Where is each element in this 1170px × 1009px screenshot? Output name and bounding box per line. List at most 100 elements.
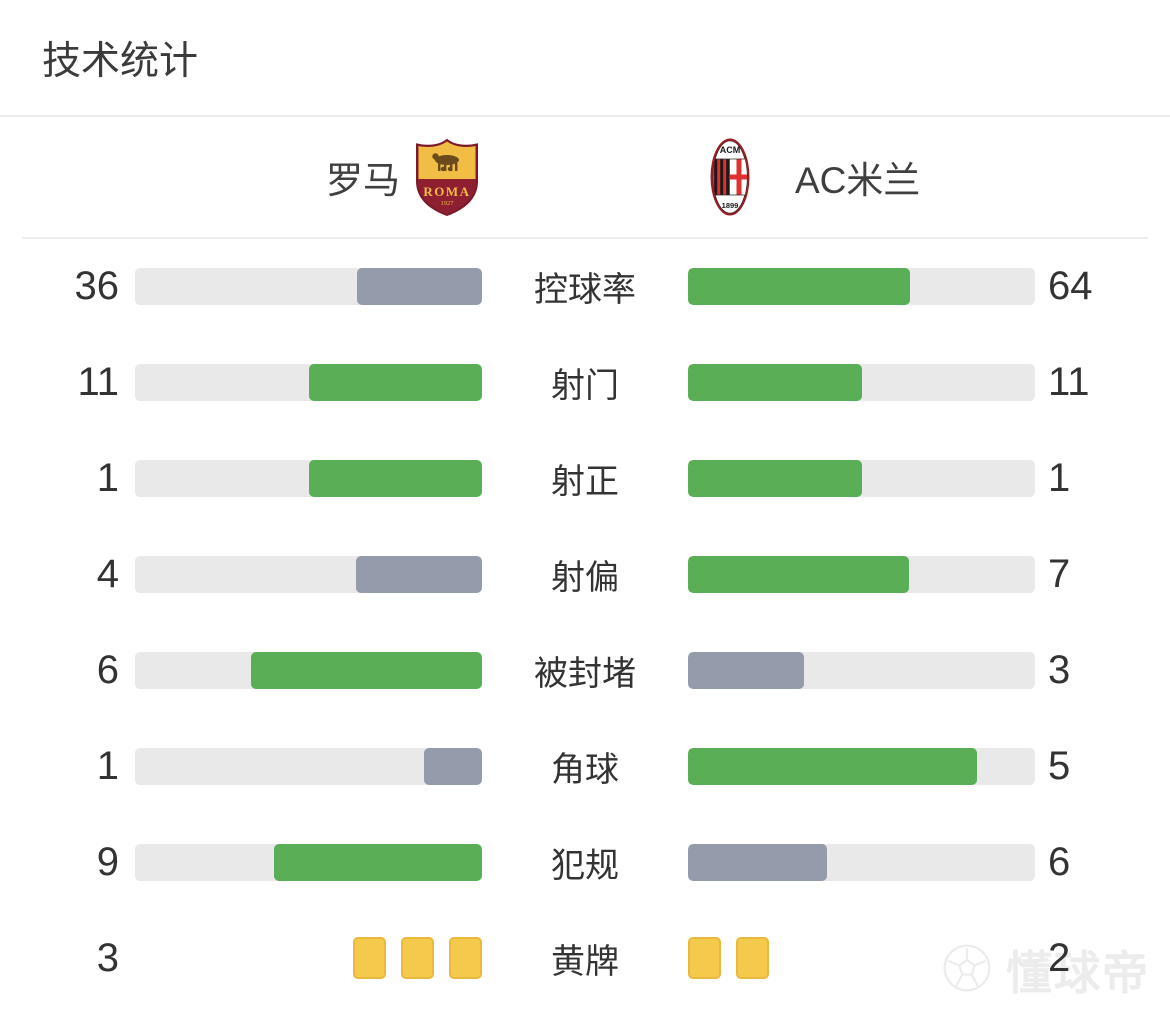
away-fill xyxy=(688,363,862,401)
away-bar xyxy=(688,363,1035,401)
home-track xyxy=(135,459,482,497)
home-track xyxy=(135,843,482,881)
away-value: 64 xyxy=(1048,263,1093,308)
stats-rows: 36 控球率 64 11 射门 11 1 射正 1 4 射偏 7 6 被封堵 3 1 角球 5 9 犯规 6 3 黄牌 2 xyxy=(0,238,1170,1006)
stat-label: 角球 xyxy=(551,750,619,789)
stat-label: 犯规 xyxy=(551,846,619,885)
away-value: 3 xyxy=(1048,647,1071,692)
home-value: 9 xyxy=(96,839,119,884)
teams-header: 罗马 ROMA 1927 xyxy=(0,116,1170,238)
stat-label: 射偏 xyxy=(551,558,619,597)
stat-row-corners: 1 角球 5 xyxy=(0,718,1170,814)
ac-milan-crest-icon: ACM 1899 xyxy=(710,138,750,216)
away-track xyxy=(688,747,1035,785)
stat-row-shots-on-target: 1 射正 1 xyxy=(0,430,1170,526)
team-home: 罗马 ROMA 1927 xyxy=(326,116,480,238)
home-fill xyxy=(424,747,482,785)
away-fill xyxy=(688,555,909,593)
stat-label: 射门 xyxy=(551,366,619,405)
away-fill xyxy=(688,651,804,689)
stat-row-shots: 11 射门 11 xyxy=(0,334,1170,430)
away-value: 11 xyxy=(1048,359,1090,404)
home-value: 3 xyxy=(96,935,119,980)
away-track xyxy=(688,555,1035,593)
away-bar xyxy=(688,267,1035,305)
stat-row-shots-off-target: 4 射偏 7 xyxy=(0,526,1170,622)
soccer-ball-icon xyxy=(940,943,994,998)
home-fill xyxy=(308,363,482,401)
stat-row-fouls: 9 犯规 6 xyxy=(0,814,1170,910)
yellow-card-icon xyxy=(736,937,769,979)
away-track xyxy=(688,843,1035,881)
home-bar xyxy=(135,555,482,593)
home-fill xyxy=(273,843,482,881)
home-value: 1 xyxy=(96,743,119,788)
home-value: 4 xyxy=(96,551,119,596)
away-bar xyxy=(688,747,1035,785)
home-yellow-cards xyxy=(135,937,482,979)
home-value: 1 xyxy=(96,455,119,500)
home-track xyxy=(135,555,482,593)
home-bar xyxy=(135,363,482,401)
home-fill xyxy=(308,459,482,497)
svg-text:1899: 1899 xyxy=(722,201,739,210)
away-yellow-cards xyxy=(688,937,1035,979)
header-divider xyxy=(0,115,1170,117)
stat-row-yellow-cards: 3 黄牌 2 xyxy=(0,910,1170,1006)
away-fill xyxy=(688,459,862,497)
team-away-name: AC米兰 xyxy=(795,160,921,201)
stat-row-blocked: 6 被封堵 3 xyxy=(0,622,1170,718)
away-track xyxy=(688,363,1035,401)
team-away: ACM 1899 AC米兰 xyxy=(710,116,920,238)
home-track xyxy=(135,651,482,689)
svg-text:ROMA: ROMA xyxy=(423,184,470,199)
away-value: 7 xyxy=(1048,551,1071,596)
away-fill xyxy=(688,267,911,305)
away-bar xyxy=(688,937,1035,979)
away-fill xyxy=(688,843,827,881)
home-fill xyxy=(355,555,482,593)
stat-label: 控球率 xyxy=(534,270,636,309)
teams-divider xyxy=(22,237,1148,239)
away-bar xyxy=(688,555,1035,593)
stat-row-possession: 36 控球率 64 xyxy=(0,238,1170,334)
away-track xyxy=(688,267,1035,305)
away-value: 1 xyxy=(1048,455,1071,500)
away-value: 2 xyxy=(1048,935,1071,980)
stat-label: 射正 xyxy=(551,462,619,501)
home-track xyxy=(135,267,482,305)
watermark: 懂球帝 xyxy=(940,937,1150,1003)
page-title: 技术统计 xyxy=(42,40,199,83)
yellow-card-icon xyxy=(449,937,482,979)
watermark-text: 懂球帝 xyxy=(1006,947,1150,999)
stat-label: 黄牌 xyxy=(551,942,619,981)
away-track xyxy=(688,651,1035,689)
roma-crest-icon: ROMA 1927 xyxy=(414,137,480,217)
away-value: 6 xyxy=(1048,839,1071,884)
home-bar xyxy=(135,843,482,881)
home-fill xyxy=(250,651,482,689)
home-value: 11 xyxy=(77,359,119,404)
home-bar xyxy=(135,747,482,785)
home-bar xyxy=(135,937,482,979)
home-track xyxy=(135,363,482,401)
home-value: 36 xyxy=(74,263,120,308)
home-track xyxy=(135,747,482,785)
yellow-card-icon xyxy=(353,937,386,979)
away-bar xyxy=(688,843,1035,881)
away-bar xyxy=(688,651,1035,689)
away-bar xyxy=(688,459,1035,497)
stat-label: 被封堵 xyxy=(534,654,636,693)
svg-text:1927: 1927 xyxy=(441,200,455,207)
away-track xyxy=(688,459,1035,497)
yellow-card-icon xyxy=(401,937,434,979)
home-bar xyxy=(135,651,482,689)
home-value: 6 xyxy=(96,647,119,692)
away-value: 5 xyxy=(1048,743,1071,788)
away-fill xyxy=(688,747,978,785)
home-bar xyxy=(135,459,482,497)
svg-text:ACM: ACM xyxy=(720,145,741,155)
team-home-name: 罗马 xyxy=(326,160,400,201)
home-fill xyxy=(357,267,482,305)
